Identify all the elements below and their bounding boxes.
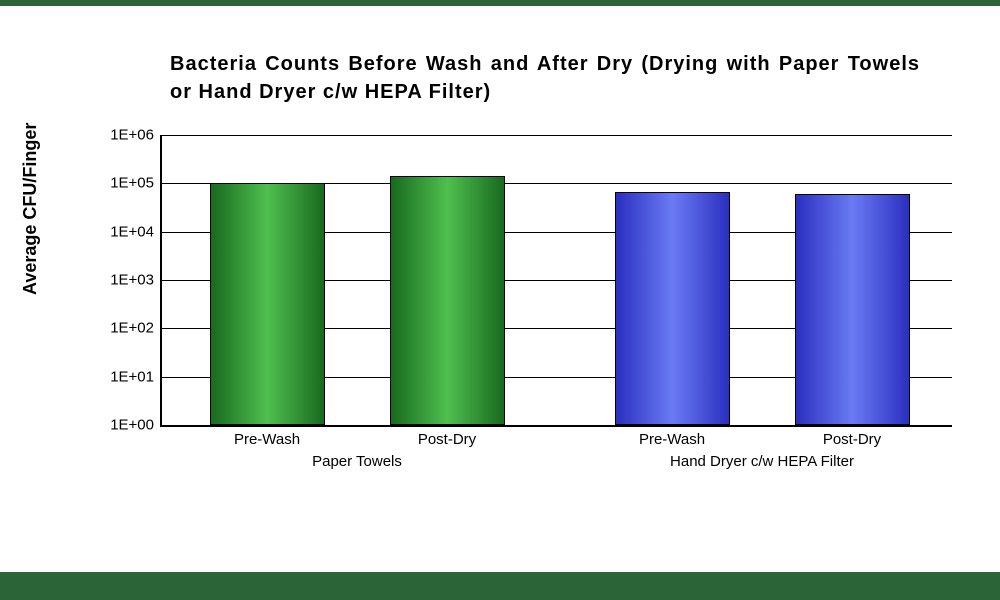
bar-fill: [390, 176, 505, 425]
chart-container: Bacteria Counts Before Wash and After Dr…: [30, 20, 970, 570]
y-tick-label: 1E+06: [110, 127, 162, 144]
bar: [390, 176, 505, 425]
y-tick-label: 1E+04: [110, 223, 162, 240]
bar-fill: [615, 192, 730, 425]
bar: [210, 183, 325, 425]
y-tick-label: 1E+02: [110, 320, 162, 337]
frame-border-top: [0, 0, 1000, 6]
y-tick-label: 1E+03: [110, 272, 162, 289]
grid-line: [162, 135, 952, 136]
bar: [615, 192, 730, 425]
x-group-label: Paper Towels: [312, 425, 402, 470]
y-tick-label: 1E+05: [110, 175, 162, 192]
plot-area: 1E+001E+011E+021E+031E+041E+051E+06Pre-W…: [160, 135, 952, 427]
x-group-label: Hand Dryer c/w HEPA Filter: [670, 425, 854, 470]
x-tick-label: Post-Dry: [418, 425, 476, 448]
bar: [795, 194, 910, 425]
y-axis-label: Average CFU/Finger: [20, 123, 41, 295]
frame-border-bottom: [0, 572, 1000, 600]
y-tick-label: 1E+01: [110, 368, 162, 385]
bar-fill: [795, 194, 910, 425]
bar-fill: [210, 183, 325, 425]
chart-title: Bacteria Counts Before Wash and After Dr…: [170, 50, 920, 106]
x-tick-label: Pre-Wash: [234, 425, 300, 448]
y-tick-label: 1E+00: [110, 417, 162, 434]
